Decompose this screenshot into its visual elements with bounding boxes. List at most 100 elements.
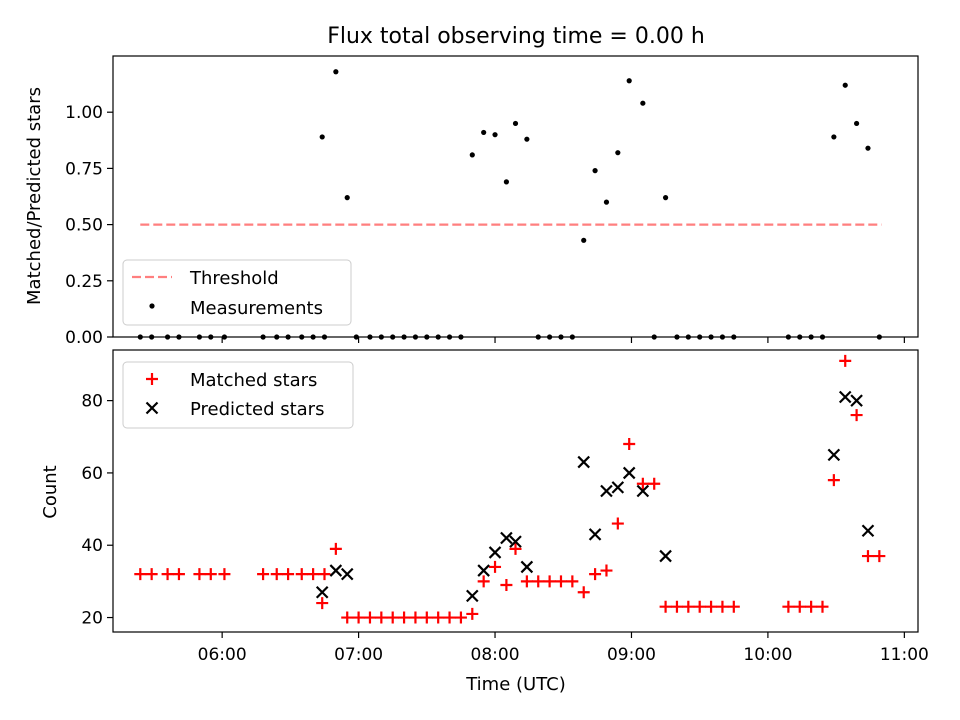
matched-point: [386, 611, 399, 624]
measurement-point: [662, 195, 669, 201]
predicted-point: [600, 484, 613, 498]
predicted-point: [520, 560, 534, 574]
measurement-point: [640, 100, 646, 106]
matched-point: [670, 600, 683, 613]
predicted-point: [588, 528, 602, 541]
matched-point: [566, 575, 579, 588]
matched-point: [257, 568, 270, 581]
legend-box: [122, 259, 352, 326]
matched-point: [341, 611, 354, 624]
matched-point: [145, 568, 158, 581]
matched-point: [443, 611, 456, 624]
chart-title: Flux total observing time = 0.00 h: [327, 24, 705, 49]
legend-box: [122, 361, 354, 429]
predicted-point: [340, 567, 354, 581]
measurement-point: [469, 152, 475, 158]
y-tick-label: 1.00: [65, 103, 103, 123]
matched-point: [611, 517, 624, 530]
bottom-panel: 20 40 60 80 06:00 07:00 08:00 09:00 10:00 11:00 Ma…: [81, 349, 929, 665]
matched-point: [161, 568, 174, 581]
matched-point: [716, 600, 729, 613]
x-tick-label: 09:00: [607, 645, 656, 665]
measurement-point: [319, 134, 325, 140]
matched-point: [636, 477, 649, 490]
legend-measurements-swatch: [149, 303, 155, 309]
measurement-point: [581, 237, 587, 243]
y-tick-label: 0.75: [65, 159, 103, 179]
matched-point: [295, 568, 308, 581]
y-tick-label: 60: [81, 464, 103, 484]
y-tick-label: 20: [81, 609, 103, 629]
matched-point: [500, 579, 513, 591]
plot-frame: [112, 55, 919, 338]
matched-point: [307, 568, 320, 581]
measurement-point: [512, 120, 519, 127]
top-panel: 0.00 0.25 0.50 0.75 1.00 Threshold Measurement…: [65, 55, 919, 348]
x-tick-label: 06:00: [198, 645, 247, 665]
matched-point: [172, 568, 185, 581]
measurement-point: [831, 134, 837, 140]
matched-point: [861, 550, 874, 563]
matched-point: [682, 600, 695, 613]
measurement-point: [592, 168, 598, 174]
measurement-point: [503, 179, 510, 185]
predicted-point: [838, 390, 852, 404]
predicted-point: [477, 564, 490, 577]
y-tick-label: 80: [81, 392, 103, 412]
legend-matched-swatch: [146, 373, 158, 385]
y-tick-label: 0.00: [65, 328, 103, 348]
legend-threshold-label: Threshold: [189, 268, 279, 289]
matched-point: [520, 575, 533, 588]
plot-frame: [112, 349, 919, 633]
matched-point: [543, 575, 556, 588]
matched-point: [134, 568, 147, 581]
bottom-y-axis-label: Count: [40, 465, 61, 518]
top-y-axis-label: Matched/Predicted stars: [24, 87, 45, 305]
measurement-point: [492, 132, 498, 138]
x-tick-label: 10:00: [743, 645, 792, 665]
matched-point: [466, 607, 479, 620]
predicted-point: [659, 549, 672, 563]
matched-point: [554, 575, 567, 588]
matched-point: [659, 600, 672, 613]
matched-point: [648, 477, 661, 490]
measurement-point: [333, 69, 339, 75]
measurement-point: [524, 136, 530, 142]
legend-predicted-label: Predicted stars: [190, 399, 324, 420]
matched-point: [816, 600, 829, 613]
matched-point: [577, 586, 590, 599]
matched-point: [193, 568, 206, 581]
matched-point: [827, 474, 840, 487]
predicted-point: [827, 448, 841, 462]
matched-point: [329, 542, 342, 555]
matched-point: [352, 611, 365, 624]
predicted-point: [611, 481, 625, 494]
matched-point: [454, 611, 467, 624]
legend-predicted-swatch: [145, 401, 159, 415]
y-tick-label: 40: [81, 536, 103, 556]
matched-point: [270, 568, 283, 581]
matched-point: [316, 597, 329, 610]
matched-point: [375, 611, 388, 624]
y-tick-label: 0.25: [65, 272, 103, 292]
predicted-point: [861, 524, 875, 538]
matched-point: [398, 611, 411, 624]
matched-point: [282, 568, 295, 581]
matched-point: [363, 611, 376, 624]
matched-point: [477, 575, 490, 588]
measurement-point: [865, 145, 871, 151]
measurement-point: [842, 82, 848, 88]
predicted-point: [622, 466, 636, 480]
x-tick-label: 11:00: [880, 645, 929, 665]
matched-point: [532, 575, 545, 588]
predicted-point: [488, 546, 502, 559]
x-axis-label: Time (UTC): [465, 674, 566, 695]
matched-point: [432, 611, 445, 624]
matched-point: [489, 560, 502, 573]
predicted-point: [329, 564, 343, 577]
predicted-point: [500, 531, 513, 545]
measurement-point: [615, 150, 621, 156]
matched-point: [793, 600, 806, 613]
